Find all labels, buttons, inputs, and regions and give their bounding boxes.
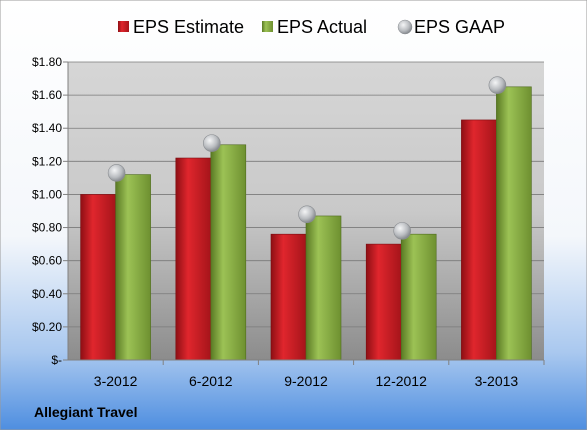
eps-estimate-bar bbox=[175, 157, 212, 361]
x-category-label: 3-2012 bbox=[94, 373, 138, 389]
y-tick-label: $0.40 bbox=[32, 287, 62, 301]
y-tick-label: $1.60 bbox=[32, 88, 62, 102]
eps-gaap-marker bbox=[393, 222, 412, 240]
eps-actual-bar bbox=[210, 144, 247, 361]
eps-actual-bar bbox=[115, 174, 151, 361]
legend: EPS Estimate EPS Actual EPS GAAP bbox=[118, 17, 505, 37]
gaap-markers bbox=[107, 76, 507, 240]
eps-estimate-bar bbox=[461, 119, 497, 361]
legend-swatch bbox=[118, 21, 129, 32]
y-axis-tick-labels: $- $0.20 $0.40 $0.60 $0.80 $1.00 $1.20 $1.40 $1.… bbox=[32, 55, 62, 367]
eps-estimate-bar bbox=[270, 233, 307, 361]
eps-actual-bar bbox=[496, 86, 532, 361]
eps-estimate-bar bbox=[365, 243, 402, 361]
y-tick-label: $1.80 bbox=[32, 55, 62, 69]
legend-item: EPS Estimate bbox=[118, 17, 244, 37]
x-category-label: 9-2012 bbox=[284, 373, 328, 389]
y-tick-label: $1.20 bbox=[32, 154, 62, 168]
eps-estimate-bar bbox=[80, 194, 116, 361]
eps-gaap-marker bbox=[203, 134, 221, 152]
legend-swatch bbox=[262, 21, 273, 32]
legend-label: EPS Estimate bbox=[133, 17, 244, 37]
legend-label: EPS Actual bbox=[277, 17, 367, 37]
y-tick-label: $0.80 bbox=[32, 221, 62, 235]
x-category-label: 12-2012 bbox=[376, 373, 428, 389]
y-tick-label: $0.20 bbox=[32, 320, 62, 334]
x-category-label: 6-2012 bbox=[189, 373, 233, 389]
eps-gaap-marker bbox=[298, 205, 316, 224]
eps-actual-bar bbox=[400, 233, 437, 361]
y-tick-label: $- bbox=[51, 353, 62, 367]
legend-item: EPS GAAP bbox=[397, 17, 505, 37]
x-category-label: 3-2013 bbox=[475, 373, 519, 389]
eps-gaap-marker bbox=[488, 76, 507, 94]
eps-actual-bar bbox=[305, 215, 342, 361]
eps-gaap-marker bbox=[107, 164, 126, 182]
y-tick-label: $1.40 bbox=[32, 121, 62, 135]
legend-label: EPS GAAP bbox=[414, 17, 505, 37]
legend-swatch bbox=[397, 19, 413, 35]
legend-item: EPS Actual bbox=[262, 17, 367, 37]
y-tick-label: $1.00 bbox=[32, 187, 62, 201]
company-name: Allegiant Travel bbox=[34, 404, 137, 420]
bars bbox=[80, 86, 532, 361]
x-axis-category-labels: 3-2012 6-2012 9-2012 12-2012 3-2013 bbox=[94, 360, 545, 389]
y-tick-label: $0.60 bbox=[32, 254, 62, 268]
